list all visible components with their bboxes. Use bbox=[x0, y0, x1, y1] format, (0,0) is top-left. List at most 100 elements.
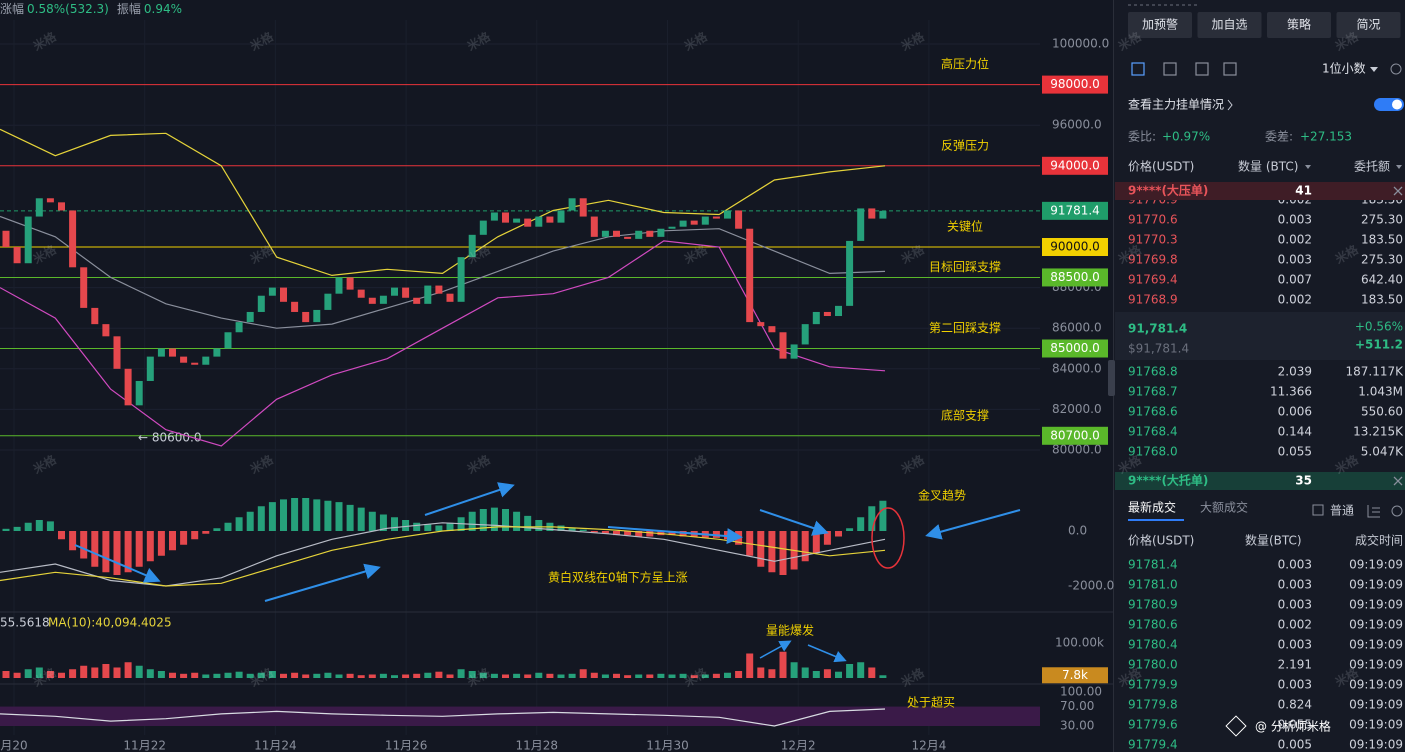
volume-bar bbox=[379, 673, 387, 678]
macd-bar bbox=[413, 522, 421, 531]
last-price: 91,781.4 bbox=[1128, 322, 1187, 336]
arrow bbox=[759, 509, 829, 536]
candle bbox=[146, 356, 154, 381]
volume-bar bbox=[402, 674, 410, 678]
macd-bar bbox=[157, 531, 165, 556]
view-icon[interactable] bbox=[1195, 62, 1209, 76]
settings-icon[interactable] bbox=[1390, 63, 1402, 75]
candle bbox=[712, 216, 720, 219]
panel-button[interactable] bbox=[1128, 12, 1192, 38]
volume-bar bbox=[368, 674, 376, 678]
trade-price: 91780.6 bbox=[1128, 618, 1178, 632]
candle bbox=[679, 220, 687, 227]
candle bbox=[35, 198, 43, 217]
volume-bar bbox=[557, 674, 565, 678]
volume-bar bbox=[635, 674, 643, 678]
panel-button[interactable] bbox=[1267, 12, 1331, 38]
view-icon[interactable] bbox=[1163, 62, 1177, 76]
volume-bar bbox=[846, 664, 854, 678]
sort-caret[interactable] bbox=[1396, 165, 1402, 169]
trade-qty: 0.003 bbox=[1278, 638, 1312, 652]
view-icon[interactable] bbox=[1131, 62, 1145, 76]
candle bbox=[579, 198, 587, 217]
trade-price: 91781.0 bbox=[1128, 578, 1178, 592]
last-price-block bbox=[1115, 312, 1405, 360]
macd-bar bbox=[579, 529, 587, 531]
candle bbox=[457, 257, 465, 302]
volume-bar bbox=[180, 673, 188, 678]
big-order-label: 9****(大压单) bbox=[1128, 183, 1208, 198]
macd-bar bbox=[113, 531, 121, 575]
level-tag-label: 91781.4 bbox=[1050, 203, 1100, 217]
candle bbox=[257, 295, 265, 312]
candle bbox=[746, 228, 754, 323]
candle bbox=[590, 216, 598, 237]
date-label: 11月30 bbox=[646, 739, 689, 752]
macd-bar bbox=[346, 504, 354, 531]
candle bbox=[169, 348, 176, 357]
macd-bar bbox=[357, 507, 365, 531]
candle bbox=[690, 220, 698, 225]
candle bbox=[879, 210, 887, 219]
macd-bar bbox=[801, 531, 809, 562]
macd-bar bbox=[291, 498, 299, 531]
date-label: 11月28 bbox=[516, 739, 559, 752]
level-note: 关键位 bbox=[947, 219, 983, 234]
volume-bar bbox=[502, 674, 509, 678]
candle bbox=[779, 332, 787, 359]
rsi-tick-label: 70.00 bbox=[1060, 699, 1094, 713]
rsi-tick-label: 30.00 bbox=[1060, 719, 1094, 733]
filter-icon[interactable] bbox=[1367, 505, 1380, 518]
macd-bar bbox=[823, 531, 831, 545]
view-icon[interactable] bbox=[1223, 62, 1237, 76]
bid-qty: 2.039 bbox=[1278, 365, 1312, 379]
volume-bar bbox=[58, 672, 65, 678]
candle bbox=[180, 356, 188, 363]
date-label: 11月24 bbox=[254, 739, 297, 752]
candle bbox=[468, 234, 476, 258]
trade-time: 09:19:09 bbox=[1349, 658, 1403, 672]
collapse-handle[interactable] bbox=[1108, 360, 1115, 396]
macd-bar bbox=[180, 531, 188, 545]
volume-bar bbox=[357, 675, 365, 678]
macd-bar bbox=[213, 528, 221, 531]
candle bbox=[568, 198, 576, 211]
trade-price: 91780.4 bbox=[1128, 638, 1178, 652]
candle bbox=[868, 208, 876, 219]
sort-caret[interactable] bbox=[1305, 165, 1311, 169]
ask-price: 91769.4 bbox=[1128, 273, 1178, 287]
checkbox[interactable] bbox=[1312, 504, 1324, 516]
bid-price: 91768.7 bbox=[1128, 385, 1178, 399]
candle bbox=[202, 356, 210, 365]
macd-bar bbox=[601, 531, 609, 534]
price-tick-label: 84000.0 bbox=[1052, 361, 1102, 375]
volume-note: 量能爆发 bbox=[766, 623, 814, 638]
trade-qty: 0.002 bbox=[1278, 618, 1312, 632]
panel-button[interactable] bbox=[1197, 12, 1262, 38]
candle bbox=[801, 324, 809, 345]
header-change: 0.58%(532.3) bbox=[27, 2, 109, 16]
dropdown-caret[interactable] bbox=[1370, 67, 1378, 72]
level-tag bbox=[1042, 238, 1108, 256]
panel-button[interactable] bbox=[1336, 12, 1401, 38]
macd-bar bbox=[668, 531, 676, 536]
volume-bar bbox=[446, 674, 454, 678]
close-icon[interactable] bbox=[1393, 476, 1403, 486]
volume-bar bbox=[91, 667, 99, 678]
low-marker: ← 80600.0 bbox=[138, 430, 202, 444]
volume-tag-label: 7.8k bbox=[1062, 668, 1088, 682]
settings-icon[interactable] bbox=[1391, 505, 1403, 517]
macd-bar bbox=[35, 520, 43, 531]
volume-bar bbox=[757, 667, 765, 678]
diff-label: 委差: bbox=[1265, 130, 1293, 144]
ask-qty: 0.002 bbox=[1278, 293, 1312, 307]
candle bbox=[835, 305, 842, 317]
macd-bar bbox=[757, 531, 765, 567]
macd-bar bbox=[313, 499, 321, 531]
close-icon[interactable] bbox=[1393, 186, 1403, 196]
trade-price: 91781.4 bbox=[1128, 558, 1178, 572]
volume-bar bbox=[2, 671, 10, 678]
volume-bar bbox=[812, 671, 820, 678]
candle bbox=[2, 230, 10, 247]
date-label: 11月26 bbox=[385, 739, 428, 752]
